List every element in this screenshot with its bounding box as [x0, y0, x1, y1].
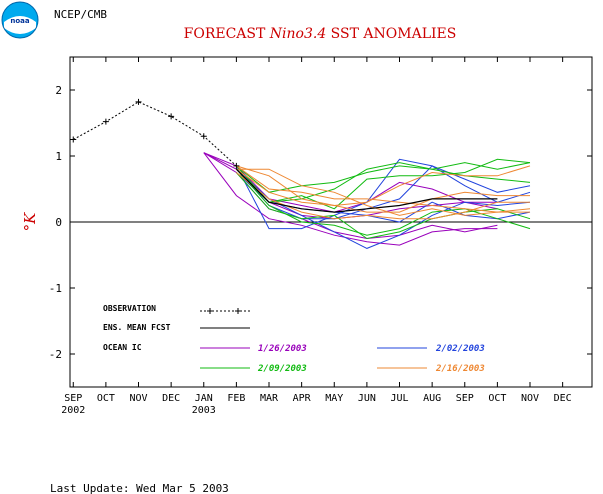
y-tick-label: 2 [55, 84, 62, 97]
noaa-logo: noaa [1, 1, 39, 39]
observation-point [135, 98, 142, 105]
x-year-label: 2003 [192, 405, 216, 416]
x-tick-label: MAY [325, 393, 343, 404]
observation-point [168, 113, 175, 120]
y-tick-label: -2 [49, 348, 62, 361]
legend-observation-label: OBSERVATION [103, 304, 156, 313]
legend-observation-marker [207, 308, 213, 314]
legend-date-ic-2-16: 2/16/2003 [435, 364, 485, 374]
org-label: NCEP/CMB [54, 8, 107, 21]
legend-date-ic-2-02: 2/02/2003 [435, 344, 485, 354]
x-tick-label: DEC [554, 393, 572, 404]
forecast-line-ic-2-09 [236, 158, 531, 210]
x-tick-label: DEC [162, 393, 180, 404]
forecast-line-ic-2-16 [236, 165, 530, 213]
ensemble-mean-line [235, 168, 498, 213]
legend-date-ic-1-26: 1/26/2003 [258, 344, 307, 354]
forecast-line-ic-1-26 [203, 152, 498, 240]
x-tick-label: APR [293, 393, 312, 404]
last-update: Last Update: Wed Mar 5 2003 [50, 482, 229, 494]
x-tick-label: FEB [227, 393, 245, 404]
noaa-logo-text: noaa [10, 17, 30, 25]
observation-point [200, 133, 207, 140]
x-tick-label: JUN [358, 393, 376, 404]
forecast-line-ic-2-02 [236, 168, 531, 249]
x-tick-label: AUG [423, 393, 441, 404]
forecast-line-ic-2-02 [235, 158, 531, 230]
observation-point [233, 162, 240, 169]
forecast-line-ic-2-16 [236, 168, 530, 216]
legend-ocean-ic-label: OCEAN IC [103, 343, 142, 352]
forecast-line-ic-1-26 [203, 152, 498, 246]
x-tick-label: JAN [195, 393, 213, 404]
observation-point [102, 118, 109, 125]
y-tick-label: 0 [55, 216, 62, 229]
x-tick-label: SEP [456, 393, 474, 404]
legend-observation-marker [235, 308, 241, 314]
y-tick-label: -1 [49, 282, 62, 295]
legend-ens-mean-label: ENS. MEAN FCST [103, 323, 171, 332]
x-tick-label: NOV [129, 393, 147, 404]
observation-line [73, 101, 237, 167]
forecast-line-ic-2-16 [236, 165, 531, 213]
plot-area: 2 1 0 -1 -2 SEP OCT NOV DEC JAN FEB MAR APR MAY JUN JUL… [49, 56, 593, 416]
x-tick-label: MAR [260, 393, 279, 404]
chart-title: FORECAST Nino3.4 SST ANOMALIES [184, 26, 457, 42]
x-tick-label: NOV [521, 393, 539, 404]
x-tick-label: OCT [97, 393, 115, 404]
y-tick-label: 1 [55, 150, 62, 163]
x-tick-label: JUL [390, 393, 408, 404]
y-axis-label: °K [21, 212, 39, 232]
legend-date-ic-2-09: 2/09/2003 [257, 364, 307, 374]
x-year-label: 2002 [61, 405, 85, 416]
forecast-line-ic-2-16 [236, 165, 531, 207]
x-tick-label: SEP [64, 393, 82, 404]
observation-point [70, 136, 77, 143]
forecast-line-ic-2-09 [236, 165, 531, 193]
x-tick-label: OCT [488, 393, 506, 404]
